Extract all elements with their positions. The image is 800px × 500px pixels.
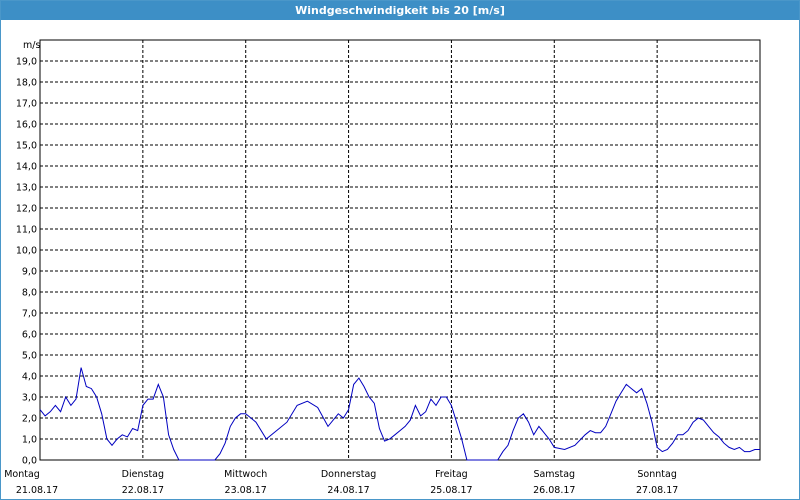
x-day-label: Mittwoch bbox=[224, 469, 267, 480]
y-tick-label: 11,0 bbox=[16, 225, 37, 236]
y-tick-label: 19,0 bbox=[16, 57, 37, 68]
x-day-label: Dienstag bbox=[122, 469, 164, 480]
y-tick-label: 15,0 bbox=[16, 141, 37, 152]
y-tick-label: 1,0 bbox=[22, 435, 37, 446]
y-tick-label: 5,0 bbox=[22, 351, 37, 362]
x-day-label: Donnerstag bbox=[321, 469, 376, 480]
y-tick-label: 18,0 bbox=[16, 78, 37, 89]
y-tick-label: 9,0 bbox=[22, 267, 37, 278]
x-day-label: Sonntag bbox=[637, 469, 676, 480]
x-date-label: 25.08.17 bbox=[430, 485, 472, 496]
y-tick-label: 14,0 bbox=[16, 162, 37, 173]
x-day-labels: Montag 21.08.17 Dienstag 22.08.17 Mittwoch 23… bbox=[4, 469, 678, 496]
y-tick-label: 7,0 bbox=[22, 309, 37, 320]
y-tick-label: 17,0 bbox=[16, 99, 37, 110]
x-date-label: 22.08.17 bbox=[122, 485, 164, 496]
y-tick-label: 13,0 bbox=[16, 183, 37, 194]
x-day-label: Montag bbox=[4, 469, 40, 480]
y-tick-label: 3,0 bbox=[22, 393, 37, 404]
wind-speed-series-line bbox=[39, 367, 760, 461]
y-tick-label: 8,0 bbox=[22, 288, 37, 299]
x-date-label: 23.08.17 bbox=[225, 485, 267, 496]
horizontal-gridlines bbox=[40, 60, 760, 440]
x-day-label: Samstag bbox=[533, 469, 575, 480]
y-tick-label: 12,0 bbox=[16, 204, 37, 215]
x-date-label: 21.08.17 bbox=[16, 485, 58, 496]
y-tick-label: 6,0 bbox=[22, 330, 37, 341]
y-axis-label: m/s bbox=[23, 40, 40, 51]
x-date-label: 27.08.17 bbox=[636, 485, 678, 496]
y-tick-label: 16,0 bbox=[16, 120, 37, 131]
y-tick-label: 2,0 bbox=[22, 414, 37, 425]
x-date-label: 26.08.17 bbox=[533, 485, 575, 496]
y-tick-label: 4,0 bbox=[22, 372, 37, 383]
y-tick-label: 0,0 bbox=[22, 456, 37, 467]
x-date-label: 24.08.17 bbox=[327, 485, 369, 496]
chart-title: Windgeschwindigkeit bis 20 [m/s] bbox=[1, 1, 799, 20]
y-tick-labels: 0,0 1,0 2,0 3,0 4,0 5,0 6,0 7,0 8,0 9,0 10,0 11,0 12… bbox=[16, 57, 37, 467]
y-tick-label: 10,0 bbox=[16, 246, 37, 257]
x-day-label: Freitag bbox=[435, 469, 468, 480]
vertical-gridlines bbox=[142, 40, 658, 460]
